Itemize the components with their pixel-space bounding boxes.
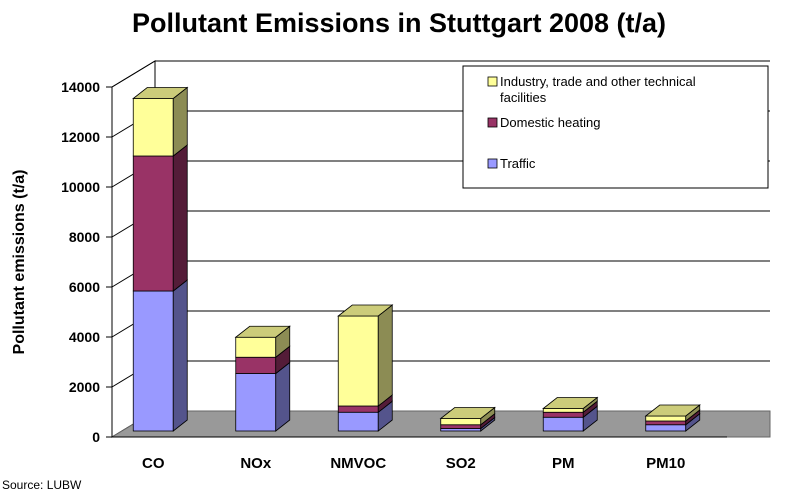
bar-co-industry-top bbox=[132, 87, 189, 99]
y-tick-label-0: 0 bbox=[92, 429, 100, 445]
bar-nox-traffic-front bbox=[235, 373, 277, 432]
bar-nmvoc-domestic-front bbox=[337, 405, 379, 413]
x-tick-label-co: CO bbox=[142, 455, 165, 472]
x-tick-label-so2: SO2 bbox=[446, 455, 476, 472]
legend-box bbox=[462, 65, 769, 189]
y-axis-label: Pollutant emissions (t/a) bbox=[11, 170, 28, 355]
bar-so2-industry-front bbox=[440, 418, 482, 426]
bar-nmvoc-industry-front bbox=[337, 315, 379, 407]
bar-nox-traffic-side bbox=[275, 361, 291, 432]
y-tick-label-10000: 10000 bbox=[61, 179, 100, 195]
y-tick-label-6000: 6000 bbox=[69, 279, 100, 295]
bar-pm-traffic-front bbox=[542, 416, 584, 432]
bar-co-domestic-front bbox=[132, 155, 174, 292]
bar-pm10-industry-top bbox=[644, 404, 701, 417]
bar-co-traffic-front bbox=[132, 290, 174, 432]
bar-so2-industry-top bbox=[439, 407, 496, 419]
legend-label-0: Industry, trade and other technical facil… bbox=[500, 74, 696, 105]
x-tick-label-nox: NOx bbox=[240, 455, 272, 472]
bar-pm-industry-front bbox=[542, 408, 584, 413]
bar-co-industry-front bbox=[132, 98, 174, 157]
x-tick-label-pm10: PM10 bbox=[646, 455, 685, 472]
bar-co-domestic-side bbox=[172, 144, 188, 292]
legend-label-2: Traffic bbox=[500, 156, 536, 171]
bar-so2-domestic-front bbox=[440, 424, 482, 429]
bar-pm10-domestic-front bbox=[645, 420, 687, 426]
legend-label-1: Domestic heating bbox=[500, 115, 600, 130]
wall-gridline-14000 bbox=[111, 60, 156, 88]
bar-nmvoc-industry-top bbox=[337, 304, 394, 317]
bar-pm-domestic-front bbox=[542, 411, 584, 418]
bar-nox-domestic-front bbox=[235, 356, 277, 374]
y-tick-label-2000: 2000 bbox=[69, 379, 100, 395]
y-tick-label-4000: 4000 bbox=[69, 329, 100, 345]
legend-swatch-0 bbox=[487, 76, 498, 87]
bar-pm-industry-top bbox=[542, 397, 599, 409]
bar-pm10-industry-front bbox=[645, 415, 687, 422]
bar-nox-industry-front bbox=[235, 336, 277, 358]
legend-swatch-2 bbox=[487, 158, 498, 169]
y-tick-label-8000: 8000 bbox=[69, 229, 100, 245]
bar-co-traffic-side bbox=[172, 279, 188, 432]
bar-nmvoc-industry-side bbox=[377, 304, 393, 407]
source-note: Source: LUBW bbox=[2, 478, 82, 492]
bar-nox-industry-top bbox=[234, 325, 291, 338]
bar-co-industry-side bbox=[172, 86, 188, 157]
x-tick-label-pm: PM bbox=[552, 455, 575, 472]
bar-nmvoc-traffic-front bbox=[337, 411, 379, 432]
bar-pm10-traffic-front bbox=[645, 424, 687, 432]
y-tick-label-14000: 14000 bbox=[61, 79, 100, 95]
legend-swatch-1 bbox=[487, 117, 498, 128]
x-tick-label-nmvoc: NMVOC bbox=[330, 455, 386, 472]
chart-title: Pollutant Emissions in Stuttgart 2008 (t… bbox=[131, 8, 667, 38]
y-tick-label-12000: 12000 bbox=[61, 129, 100, 145]
